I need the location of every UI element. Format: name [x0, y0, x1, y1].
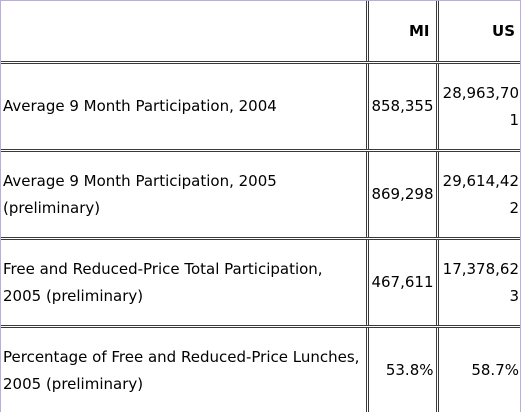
row-us-value: 17,378,623: [435, 238, 520, 328]
row-label: Average 9 Month Participation, 2005 (pre…: [1, 150, 367, 240]
row-us-value: 29,614,422: [435, 150, 520, 240]
row-label: Average 9 Month Participation, 2004: [1, 62, 367, 152]
row-label: Percentage of Free and Reduced-Price Lun…: [3, 347, 360, 393]
table-row: Average 9 Month Participation, 2004 858,…: [1, 62, 520, 152]
row-mi-value: 53.8%: [365, 326, 437, 412]
table-row: Average 9 Month Participation, 2005 (pre…: [1, 150, 520, 240]
row-mi-value: 858,355: [365, 62, 437, 152]
row-mi-value: 869,298: [365, 150, 437, 240]
header-empty-cell: [1, 1, 367, 64]
header-us: US: [435, 1, 520, 64]
row-us-value: 28,963,701: [435, 62, 520, 152]
table-row: Percentage of Free and Reduced-Price Lun…: [1, 326, 520, 412]
header-row: MI US: [1, 1, 520, 64]
table-row: Free and Reduced-Price Total Participati…: [1, 238, 520, 328]
header-mi: MI: [365, 1, 437, 64]
row-label: Free and Reduced-Price Total Participati…: [1, 238, 367, 328]
row-mi-value: 467,611: [365, 238, 437, 328]
row-us-value: 58.7%: [435, 326, 520, 412]
